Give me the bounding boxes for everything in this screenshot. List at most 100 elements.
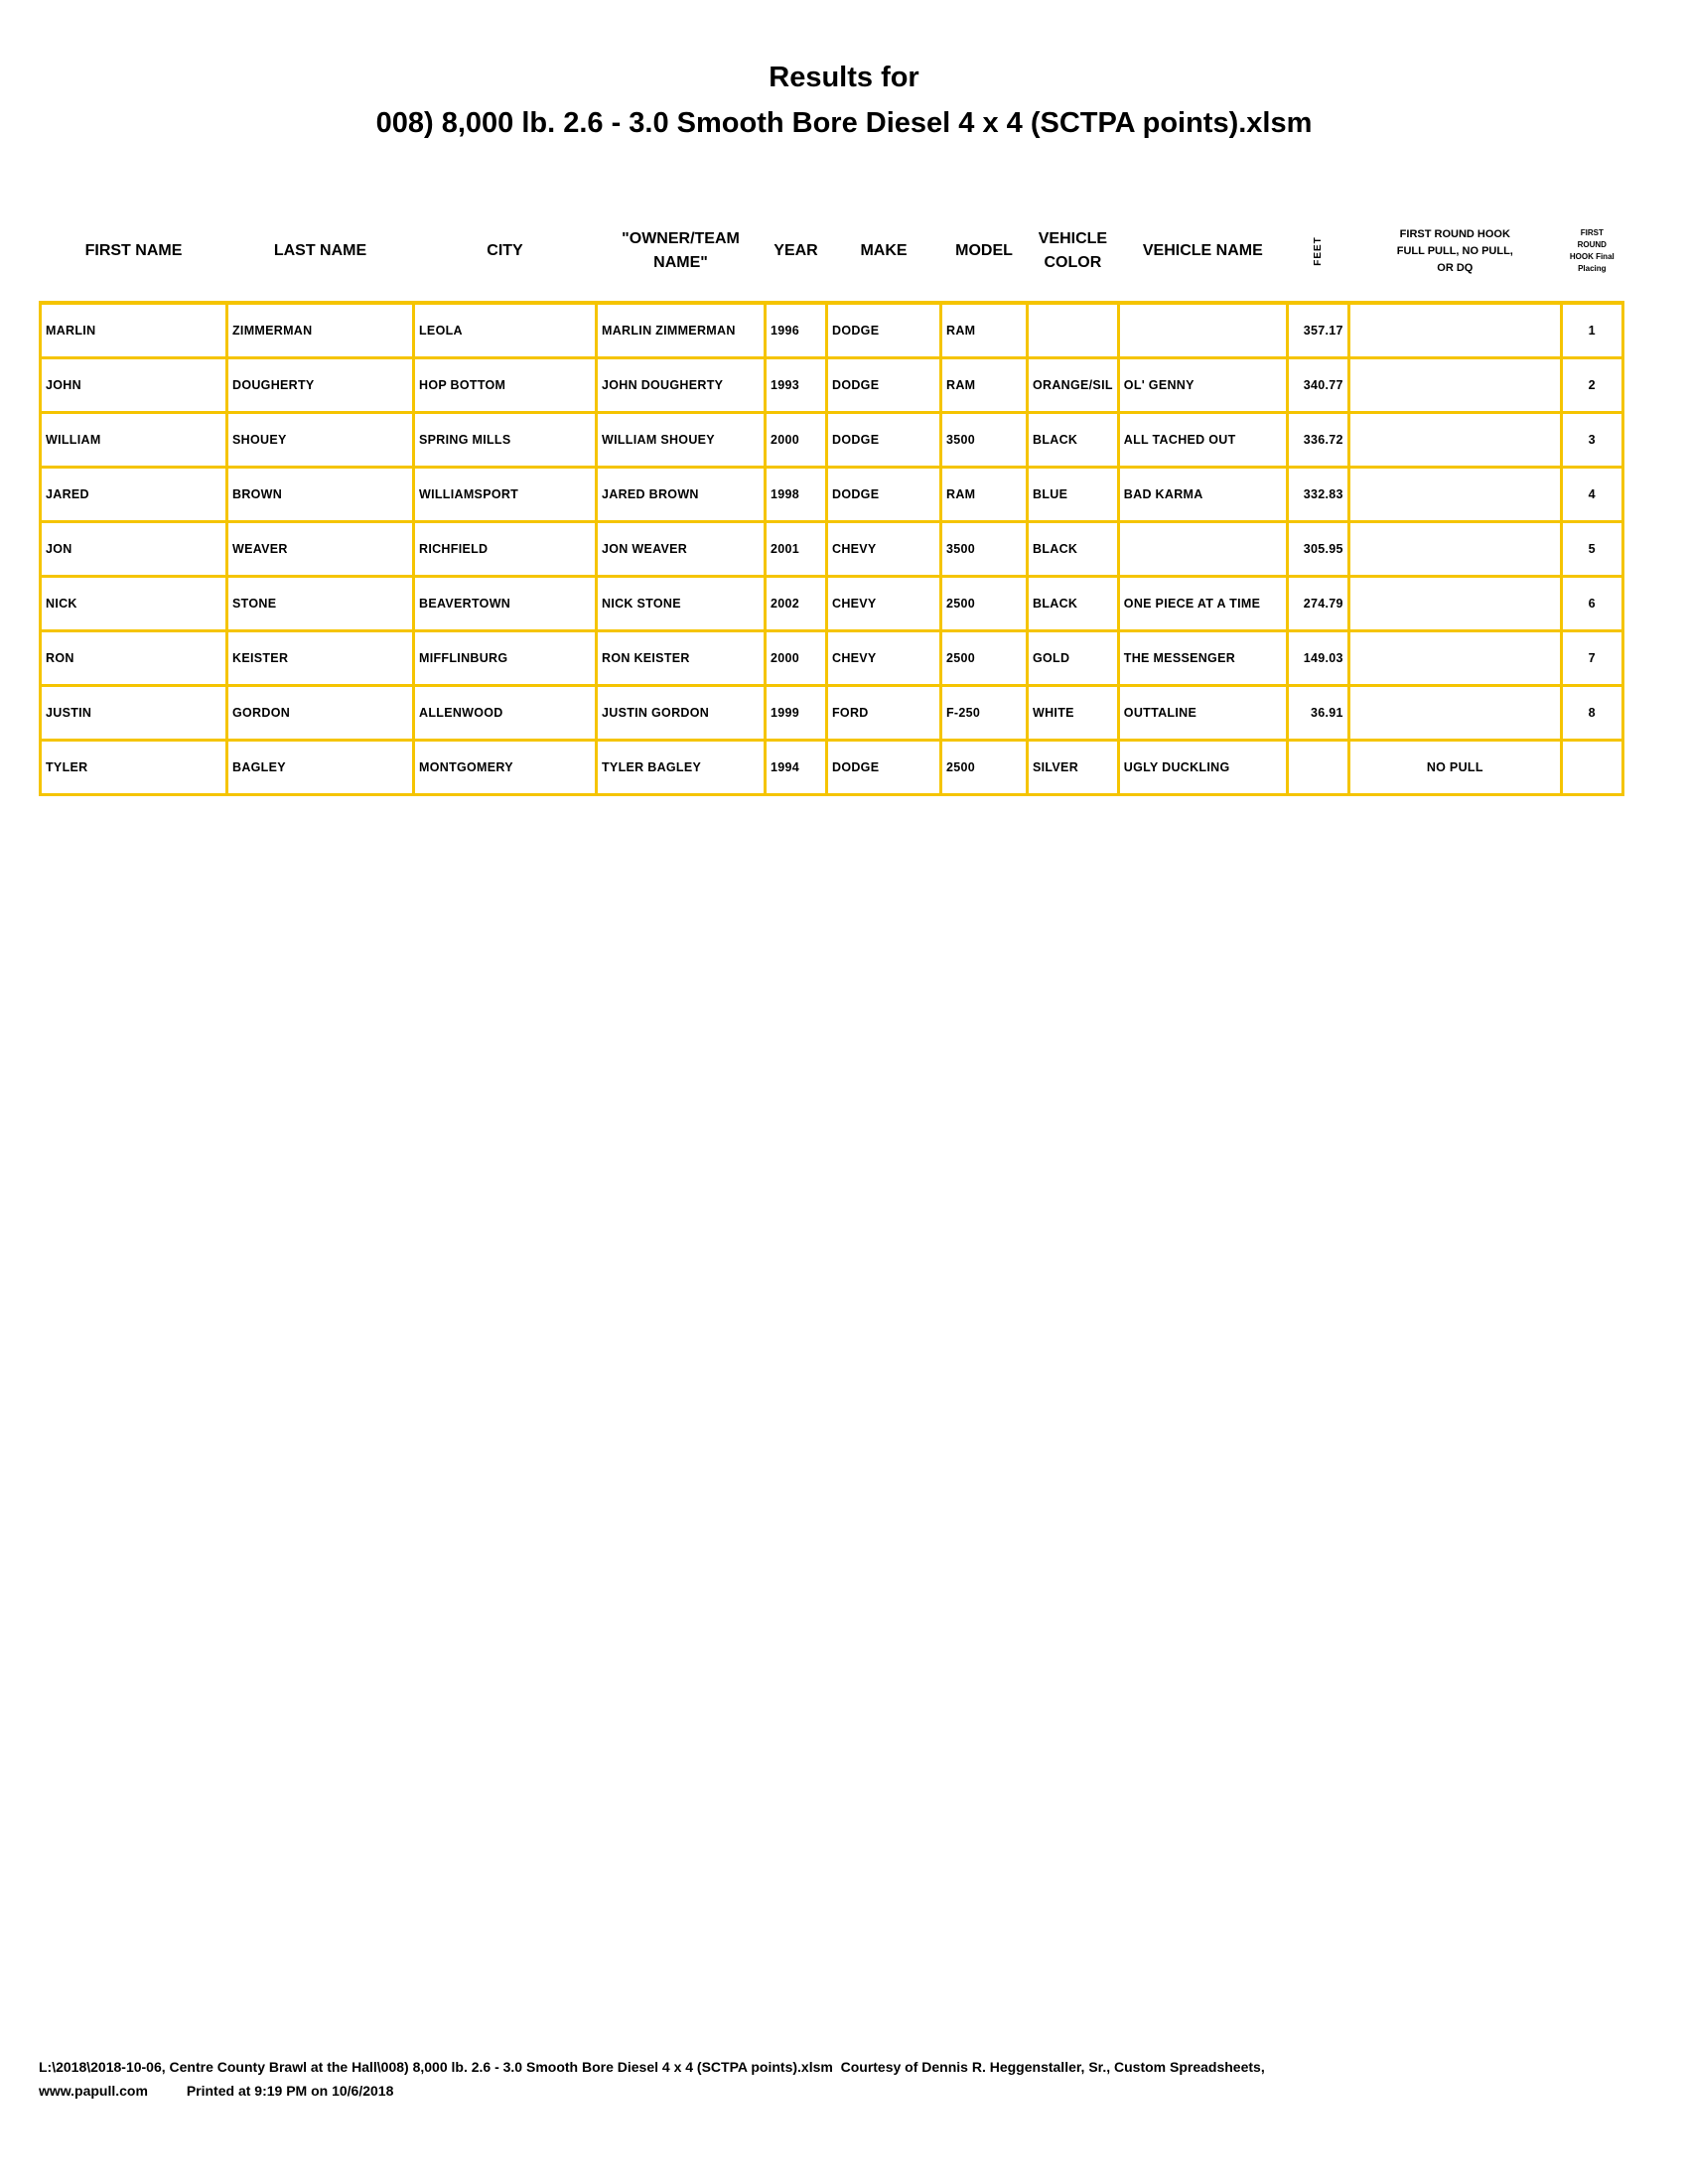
cell-make: DODGE <box>825 301 942 359</box>
cell-final-placing: 2 <box>1559 356 1624 414</box>
cell-make: DODGE <box>825 411 942 469</box>
cell-model: 3500 <box>939 520 1029 578</box>
cell-make: CHEVY <box>825 629 942 687</box>
cell-model: RAM <box>939 356 1029 414</box>
cell-final-placing: 1 <box>1559 301 1624 359</box>
cell-vehicle-color: GOLD <box>1026 629 1120 687</box>
cell-model: RAM <box>939 466 1029 523</box>
cell-year: 1999 <box>764 684 828 742</box>
cell-city: HOP BOTTOM <box>412 356 598 414</box>
table-row: WILLIAM SHOUEY SPRING MILLS WILLIAM SHOUEY 2… <box>39 411 1624 469</box>
cell-first-round-hook <box>1346 629 1563 687</box>
cell-first-round-hook <box>1346 411 1563 469</box>
cell-year: 1994 <box>764 739 828 796</box>
cell-city: BEAVERTOWN <box>412 575 598 632</box>
cell-owner-team-name: JOHN DOUGHERTY <box>595 356 767 414</box>
cell-feet: 149.03 <box>1285 629 1350 687</box>
cell-vehicle-color: BLACK <box>1026 575 1120 632</box>
cell-year: 1993 <box>764 356 828 414</box>
cell-owner-team-name: WILLIAM SHOUEY <box>595 411 767 469</box>
cell-city: SPRING MILLS <box>412 411 598 469</box>
cell-vehicle-name: ONE PIECE AT A TIME <box>1116 575 1289 632</box>
cell-feet <box>1285 739 1350 796</box>
cell-make: CHEVY <box>825 520 942 578</box>
cell-feet: 305.95 <box>1285 520 1350 578</box>
cell-model: 3500 <box>939 411 1029 469</box>
cell-vehicle-name: ALL TACHED OUT <box>1116 411 1289 469</box>
results-title: Results for <box>769 62 919 93</box>
cell-owner-team-name: RON KEISTER <box>595 629 767 687</box>
cell-first-round-hook <box>1346 466 1563 523</box>
cell-year: 1998 <box>764 466 828 523</box>
cell-first-name: WILLIAM <box>39 411 228 469</box>
cell-owner-team-name: JUSTIN GORDON <box>595 684 767 742</box>
cell-last-name: WEAVER <box>225 520 415 578</box>
cell-make: DODGE <box>825 466 942 523</box>
table-row: MARLIN ZIMMERMAN LEOLA MARLIN ZIMMERMAN 1996… <box>39 301 1624 359</box>
cell-first-name: JON <box>39 520 228 578</box>
cell-owner-team-name: MARLIN ZIMMERMAN <box>595 301 767 359</box>
col-model: MODEL <box>955 242 1013 259</box>
cell-vehicle-name <box>1116 301 1289 359</box>
cell-vehicle-name: BAD KARMA <box>1116 466 1289 523</box>
cell-make: DODGE <box>825 356 942 414</box>
cell-vehicle-name: THE MESSENGER <box>1116 629 1289 687</box>
results-subtitle: 008) 8,000 lb. 2.6 - 3.0 Smooth Bore Die… <box>375 107 1313 139</box>
cell-vehicle-color: ORANGE/SIL <box>1026 356 1120 414</box>
cell-owner-team-name: TYLER BAGLEY <box>595 739 767 796</box>
cell-last-name: STONE <box>225 575 415 632</box>
col-vehicle-name: VEHICLE NAME <box>1142 242 1263 259</box>
cell-feet: 274.79 <box>1285 575 1350 632</box>
cell-first-round-hook: NO PULL <box>1346 739 1563 796</box>
cell-city: WILLIAMSPORT <box>412 466 598 523</box>
cell-last-name: BROWN <box>225 466 415 523</box>
cell-model: 2500 <box>939 739 1029 796</box>
cell-make: DODGE <box>825 739 942 796</box>
cell-city: LEOLA <box>412 301 598 359</box>
cell-feet: 332.83 <box>1285 466 1350 523</box>
cell-vehicle-color: BLUE <box>1026 466 1120 523</box>
table-row: RON KEISTER MIFFLINBURG RON KEISTER 2000 CHEV… <box>39 629 1624 687</box>
col-first-round-hook: FIRST ROUND HOOK FULL PULL, NO PULL, OR … <box>1396 227 1513 274</box>
cell-vehicle-name: UGLY DUCKLING <box>1116 739 1289 796</box>
cell-last-name: KEISTER <box>225 629 415 687</box>
footer-printed-info: www.papull.com Printed at 9:19 PM on 10/… <box>39 2083 394 2099</box>
table-row: JOHN DOUGHERTY HOP BOTTOM JOHN DOUGHERTY 199… <box>39 356 1624 414</box>
cell-year: 2002 <box>764 575 828 632</box>
col-feet: FEET <box>1287 202 1348 303</box>
cell-vehicle-color: BLACK <box>1026 520 1120 578</box>
cell-last-name: SHOUEY <box>225 411 415 469</box>
cell-final-placing: 3 <box>1559 411 1624 469</box>
cell-feet: 36.91 <box>1285 684 1350 742</box>
cell-first-name: RON <box>39 629 228 687</box>
col-first-name: FIRST NAME <box>84 242 183 259</box>
cell-make: CHEVY <box>825 575 942 632</box>
col-last-name: LAST NAME <box>273 242 367 259</box>
cell-vehicle-name: OUTTALINE <box>1116 684 1289 742</box>
cell-last-name: DOUGHERTY <box>225 356 415 414</box>
cell-final-placing: 5 <box>1559 520 1624 578</box>
cell-first-name: JUSTIN <box>39 684 228 742</box>
cell-owner-team-name: JARED BROWN <box>595 466 767 523</box>
table-row: JON WEAVER RICHFIELD JON WEAVER 2001 CHEVY 350… <box>39 520 1624 578</box>
cell-city: ALLENWOOD <box>412 684 598 742</box>
cell-vehicle-name <box>1116 520 1289 578</box>
table-row: TYLER BAGLEY MONTGOMERY TYLER BAGLEY 1994 DOD… <box>39 739 1624 796</box>
cell-year: 1996 <box>764 301 828 359</box>
cell-first-round-hook <box>1346 520 1563 578</box>
cell-model: 2500 <box>939 575 1029 632</box>
col-final-placing: FIRST ROUND HOOK Final Placing <box>1569 228 1615 273</box>
cell-owner-team-name: NICK STONE <box>595 575 767 632</box>
cell-vehicle-color: SILVER <box>1026 739 1120 796</box>
col-vehicle-color: VEHICLE COLOR <box>1038 230 1108 271</box>
cell-final-placing: 4 <box>1559 466 1624 523</box>
cell-final-placing <box>1559 739 1624 796</box>
cell-make: FORD <box>825 684 942 742</box>
cell-first-round-hook <box>1346 684 1563 742</box>
cell-first-name: MARLIN <box>39 301 228 359</box>
table-row: JUSTIN GORDON ALLENWOOD JUSTIN GORDON 1999 FO… <box>39 684 1624 742</box>
results-table: FIRST NAME LAST NAME CITY "OWNER/TEAM NA… <box>39 202 1624 796</box>
cell-model: RAM <box>939 301 1029 359</box>
cell-model: F-250 <box>939 684 1029 742</box>
cell-vehicle-color: BLACK <box>1026 411 1120 469</box>
